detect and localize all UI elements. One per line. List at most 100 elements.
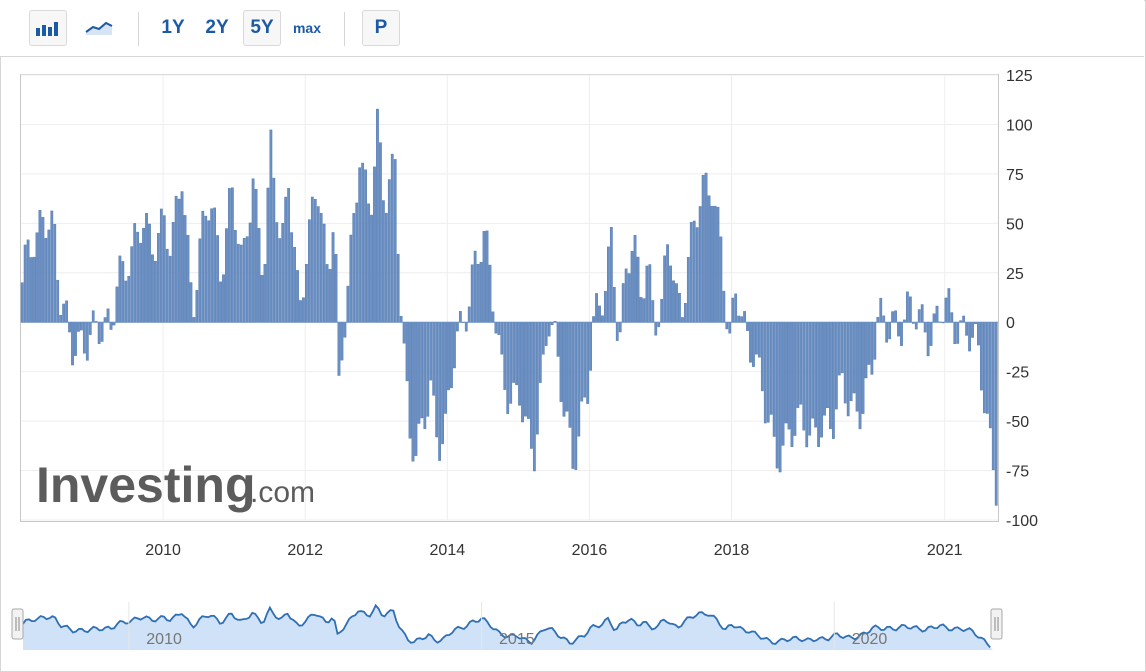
bar bbox=[589, 322, 593, 371]
bar bbox=[512, 322, 516, 383]
bar bbox=[535, 322, 539, 435]
bar bbox=[849, 322, 853, 402]
bar bbox=[876, 316, 880, 323]
bar bbox=[710, 205, 714, 323]
bar bbox=[225, 228, 228, 323]
bar bbox=[574, 322, 578, 470]
bar bbox=[103, 317, 107, 323]
range-2y-button[interactable]: 2Y bbox=[205, 17, 229, 38]
bar bbox=[296, 270, 299, 323]
bar bbox=[926, 322, 930, 357]
bar bbox=[65, 300, 68, 323]
bar-chart-icon bbox=[36, 22, 58, 36]
bar bbox=[109, 322, 113, 330]
bar bbox=[393, 159, 397, 323]
bar bbox=[367, 203, 370, 323]
bar bbox=[651, 300, 655, 323]
bar bbox=[444, 322, 447, 414]
bar bbox=[257, 228, 261, 323]
bar bbox=[639, 297, 643, 323]
bar bbox=[604, 291, 607, 323]
range-1y-button[interactable]: 1Y bbox=[161, 17, 185, 38]
bar bbox=[121, 261, 125, 323]
bar bbox=[361, 162, 365, 323]
bar bbox=[595, 293, 598, 323]
bar bbox=[337, 322, 341, 376]
line-chart-type-button[interactable] bbox=[80, 10, 118, 46]
x-tick-label: 2016 bbox=[572, 542, 608, 559]
bar bbox=[302, 297, 305, 323]
bar bbox=[808, 322, 812, 436]
bar bbox=[441, 322, 444, 445]
x-tick-label: 2018 bbox=[714, 542, 750, 559]
p-button[interactable]: P bbox=[362, 10, 400, 46]
bar bbox=[71, 322, 74, 366]
bar bbox=[479, 261, 483, 323]
bar bbox=[228, 188, 231, 323]
range-max-button[interactable]: max bbox=[292, 20, 322, 36]
bar bbox=[630, 251, 634, 323]
bar bbox=[784, 322, 788, 424]
bar bbox=[340, 322, 344, 361]
bar bbox=[772, 322, 776, 437]
bar bbox=[681, 317, 684, 323]
bar bbox=[571, 322, 575, 469]
bar bbox=[633, 235, 637, 323]
bar bbox=[133, 223, 137, 323]
bar bbox=[923, 322, 927, 333]
bar bbox=[897, 322, 900, 337]
bar bbox=[316, 206, 320, 323]
navigator[interactable]: 2010 2015 2020 bbox=[11, 600, 1010, 652]
bar bbox=[68, 322, 71, 333]
bar bbox=[80, 322, 83, 331]
bar bbox=[524, 322, 527, 417]
bar bbox=[654, 322, 658, 336]
bar bbox=[115, 286, 119, 323]
bar bbox=[805, 322, 809, 448]
bar bbox=[284, 196, 288, 323]
bar bbox=[701, 174, 705, 323]
bar bbox=[500, 322, 504, 355]
bar bbox=[411, 322, 415, 462]
bar bbox=[195, 290, 199, 323]
bar bbox=[980, 322, 983, 391]
y-tick-label: 0 bbox=[1006, 315, 1015, 332]
bar bbox=[171, 222, 175, 323]
bar bbox=[607, 246, 610, 323]
bar bbox=[962, 315, 966, 323]
navigator-left-handle[interactable] bbox=[11, 608, 24, 640]
bar-chart-type-button[interactable] bbox=[29, 10, 67, 46]
bar bbox=[888, 322, 892, 340]
bar bbox=[85, 322, 89, 361]
bar bbox=[541, 322, 545, 355]
bar bbox=[820, 322, 823, 438]
x-tick-label: 2010 bbox=[145, 542, 181, 559]
bar bbox=[781, 322, 785, 446]
range-5y-button[interactable]: 5Y bbox=[243, 10, 281, 46]
bar bbox=[59, 315, 63, 323]
bar bbox=[994, 322, 998, 506]
bar bbox=[731, 297, 735, 323]
bar bbox=[763, 322, 767, 424]
bar bbox=[35, 232, 39, 323]
bar bbox=[56, 279, 60, 323]
bar bbox=[861, 322, 865, 414]
bar bbox=[100, 322, 104, 342]
navigator-line bbox=[22, 603, 991, 649]
bar bbox=[642, 298, 646, 323]
bar bbox=[219, 281, 222, 323]
navigator-label: 2015 bbox=[499, 631, 535, 648]
bar bbox=[162, 215, 166, 323]
bar bbox=[230, 187, 234, 323]
y-tick-label: 100 bbox=[1006, 117, 1033, 134]
bar bbox=[648, 264, 652, 323]
watermark-suffix: .com bbox=[250, 476, 315, 509]
bar bbox=[734, 293, 738, 323]
bar bbox=[891, 311, 894, 323]
bar bbox=[686, 257, 690, 323]
bar bbox=[985, 322, 989, 414]
navigator-right-handle[interactable] bbox=[990, 608, 1003, 640]
bar bbox=[334, 254, 338, 323]
bar bbox=[716, 206, 720, 323]
bar bbox=[740, 316, 743, 323]
